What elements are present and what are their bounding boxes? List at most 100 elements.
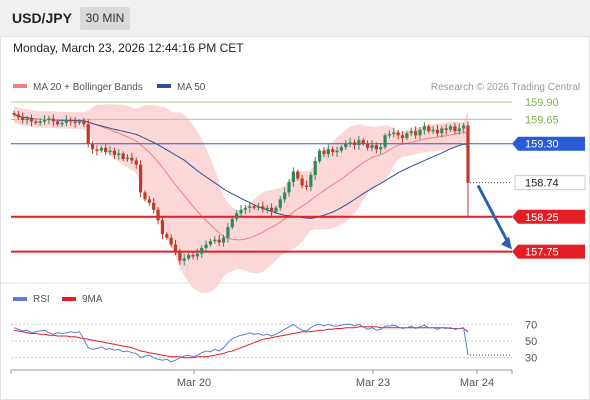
candle-body: [25, 118, 29, 121]
forecast-arrow-head: [501, 236, 512, 250]
chart-header: USD/JPY 30 MIN: [0, 0, 590, 36]
candle-body: [374, 145, 378, 150]
symbol-label: USD/JPY: [12, 10, 72, 26]
candle-body: [462, 125, 466, 129]
candle-body: [165, 234, 169, 238]
candle-body: [138, 164, 143, 193]
candle-body: [121, 153, 125, 160]
candle-body: [304, 185, 309, 187]
rsi-line: [13, 323, 469, 363]
level-tag-support: [512, 209, 585, 224]
candle-body: [117, 153, 121, 155]
rsi-legend-swatch: [62, 297, 76, 301]
level-label-support: 157.75: [525, 247, 559, 259]
candle-body: [125, 157, 130, 160]
candle-body: [12, 113, 16, 115]
candle-body: [21, 117, 25, 121]
candle-body: [466, 125, 470, 183]
candle-body: [422, 126, 426, 130]
candle-body: [134, 160, 138, 165]
rsi-legend-swatch: [13, 297, 27, 301]
candle-body: [265, 207, 269, 210]
candle-body: [252, 206, 256, 208]
candle-body: [95, 149, 99, 151]
candle-body: [418, 129, 422, 136]
timeframe-button[interactable]: 30 MIN: [80, 7, 130, 30]
candle-body: [414, 131, 418, 136]
candle-body: [208, 241, 213, 245]
candle-body: [379, 147, 383, 150]
rsi-legend-label: RSI: [33, 294, 50, 305]
candle-body: [38, 121, 42, 123]
candle-body: [409, 131, 413, 134]
candle-body: [352, 142, 357, 146]
candle-body: [112, 150, 117, 155]
candle-body: [60, 122, 64, 125]
candle-body: [291, 171, 295, 182]
candle-body: [16, 114, 20, 118]
candle-body: [77, 121, 82, 123]
candle-body: [178, 251, 182, 261]
candle-body: [29, 118, 34, 122]
candle-body: [217, 239, 221, 243]
candle-body: [90, 143, 95, 150]
candle-body: [309, 175, 313, 187]
candle-body: [365, 143, 370, 148]
candle-body: [152, 202, 156, 210]
level-tag-support: [512, 244, 585, 259]
level-tag-pivot: [512, 136, 585, 151]
candle-body: [86, 124, 90, 144]
candle-body: [82, 121, 86, 125]
candle-body: [317, 150, 322, 162]
candle-body: [457, 128, 461, 132]
legend-swatch: [13, 84, 27, 88]
candle-body: [322, 150, 326, 155]
candle-body: [248, 206, 252, 208]
x-tick-label: Mar 24: [460, 377, 494, 389]
candle-body: [348, 142, 352, 144]
candle-body: [269, 207, 274, 212]
candle-body: [69, 120, 73, 122]
candle-body: [427, 126, 431, 132]
candle-body: [108, 150, 112, 153]
candle-body: [130, 157, 134, 161]
candle-body: [448, 126, 453, 130]
candle-body: [431, 129, 435, 132]
candle-body: [200, 248, 204, 254]
candle-body: [283, 192, 287, 200]
candle-body: [239, 209, 243, 214]
candle-body: [453, 126, 457, 132]
candle-body: [235, 213, 239, 219]
candle-body: [147, 199, 151, 203]
candle-body: [405, 133, 409, 139]
candle-body: [278, 199, 282, 208]
candle-body: [173, 244, 178, 252]
candle-body: [160, 220, 165, 235]
candle-body: [357, 140, 361, 146]
candle-body: [195, 253, 199, 257]
candle-body: [204, 244, 208, 249]
candle-body: [104, 147, 108, 153]
rsi-tick-label: 50: [525, 336, 537, 348]
ma50-line: [13, 114, 469, 219]
level-label-support: 158.25: [525, 212, 559, 224]
candle-body: [335, 150, 339, 153]
candle-body: [51, 118, 55, 122]
candle-body: [435, 129, 440, 134]
legend-label: MA 50: [177, 82, 206, 93]
candle-body: [191, 255, 195, 257]
candle-body: [42, 120, 47, 122]
candle-body: [444, 128, 448, 130]
forecast-arrow-line: [476, 184, 510, 244]
candle-body: [326, 149, 330, 155]
candle-body: [187, 255, 191, 259]
level-tag-current: [514, 175, 586, 191]
candle-body: [143, 192, 147, 200]
candle-body: [99, 147, 103, 151]
candle-body: [221, 237, 226, 243]
x-tick-label: Mar 23: [356, 377, 390, 389]
candle-body: [396, 132, 400, 136]
candle-body: [339, 147, 344, 151]
candle-body: [213, 239, 217, 242]
